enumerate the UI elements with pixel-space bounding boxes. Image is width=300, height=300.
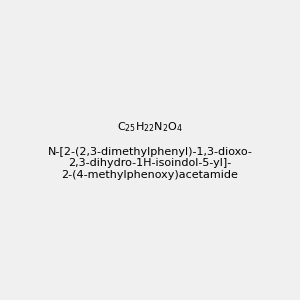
Text: $\mathrm{C_{25}H_{22}N_2O_4}$

N-[2-(2,3-dimethylphenyl)-1,3-dioxo-
2,3-dihydro-: $\mathrm{C_{25}H_{22}N_2O_4}$ N-[2-(2,3-… [48,120,252,180]
